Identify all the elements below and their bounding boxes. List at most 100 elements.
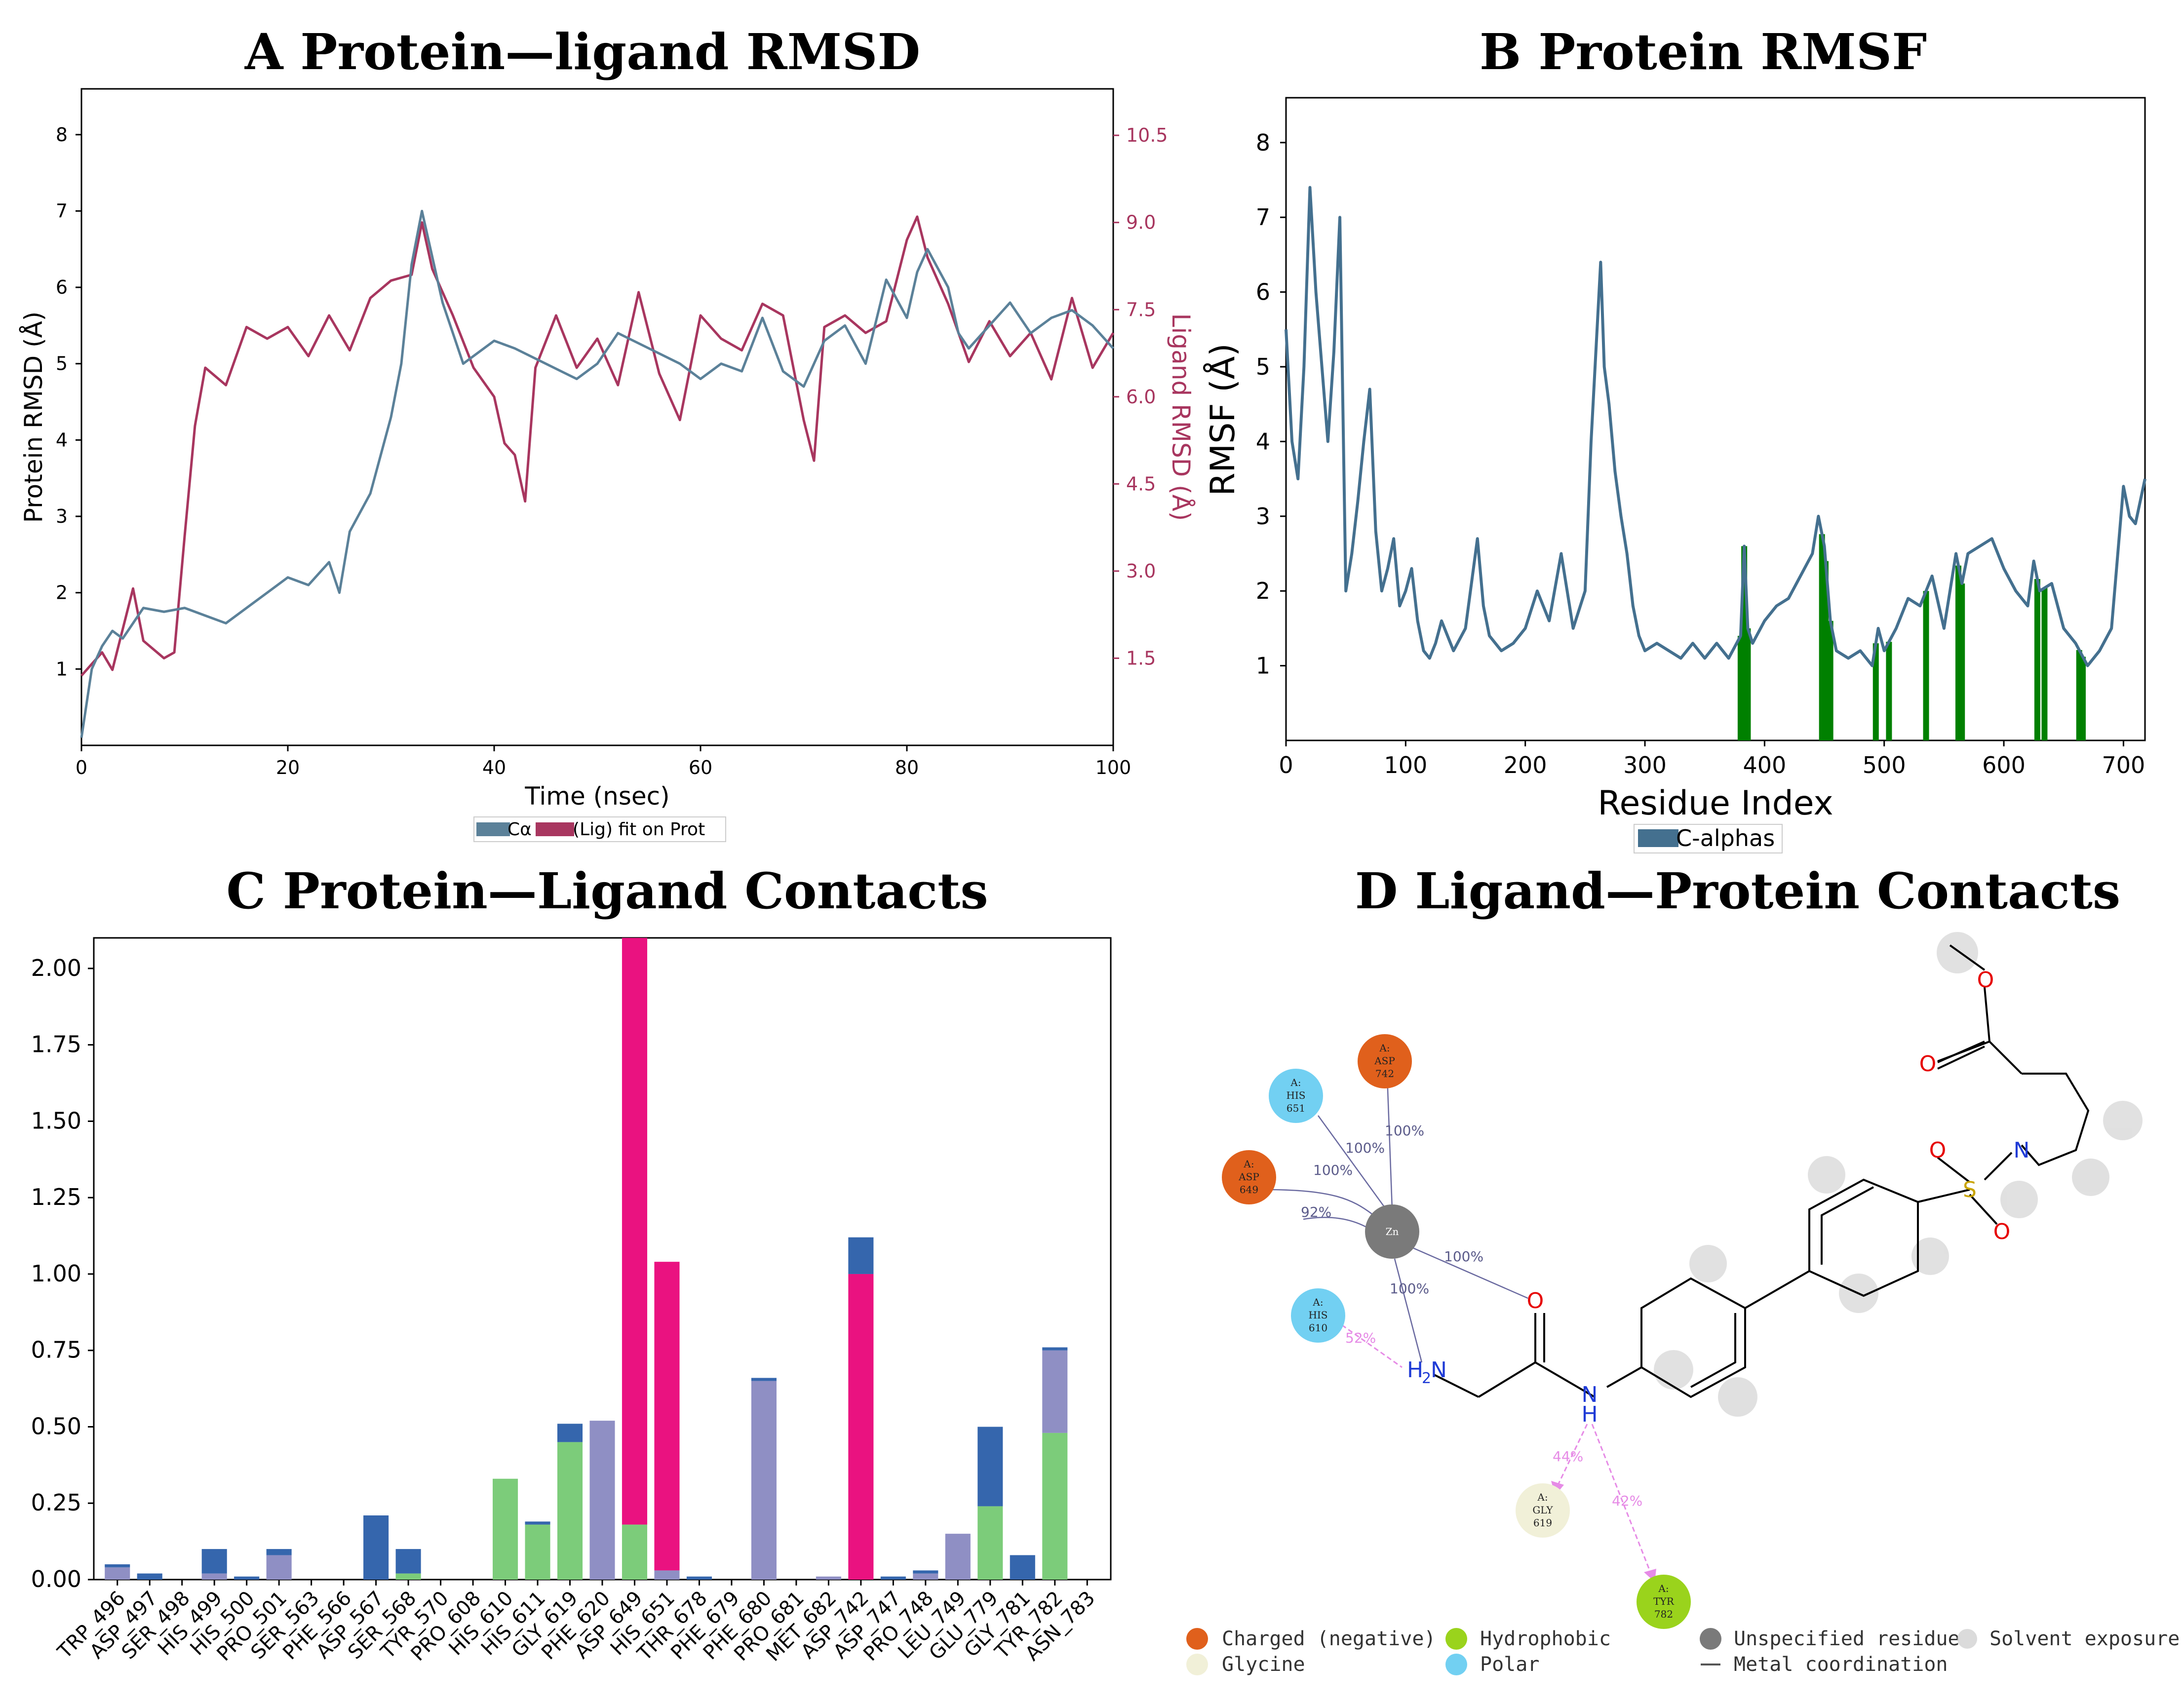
residue-number: 742: [1375, 1068, 1394, 1080]
bar-segment: [977, 1427, 1003, 1507]
panel-b-frame: [1285, 97, 2146, 741]
residue-sphere: [1222, 1150, 1276, 1204]
residue-sphere: [1291, 1288, 1345, 1343]
legend-metal-label: Metal coordination: [1734, 1653, 1948, 1676]
pct-his651: 100%: [1345, 1140, 1385, 1156]
residue-number: 651: [1287, 1102, 1305, 1114]
residue-name: HIS: [1308, 1309, 1327, 1321]
legend-glycine-swatch: [1186, 1654, 1208, 1675]
y-tick-label: 6: [56, 276, 68, 298]
y-tick-label: 5: [1256, 353, 1270, 380]
residue-number: 619: [1533, 1517, 1552, 1529]
rmsf-line: [1285, 186, 2146, 667]
panel-c-bars: [105, 938, 1068, 1580]
panel-b-legend: C-alphas: [1634, 824, 1783, 853]
bar-segment: [977, 1506, 1003, 1580]
bar-segment: [201, 1549, 227, 1574]
bar-segment: [848, 1274, 874, 1580]
residue-chain: A:: [1537, 1491, 1548, 1503]
bar-segment: [622, 938, 648, 1525]
zinc-label: Zn: [1386, 1226, 1399, 1238]
x-tick-label: 100: [1384, 752, 1427, 778]
y2-tick-label: 1.5: [1126, 647, 1156, 669]
residue-name: ASP: [1374, 1055, 1395, 1067]
x-tick-label: 60: [689, 757, 712, 778]
residue-sphere: [1269, 1069, 1323, 1123]
y2-tick-label: 3.0: [1126, 560, 1156, 582]
bar-segment: [1010, 1555, 1035, 1580]
panel-a-title: A Protein—ligand RMSD: [244, 23, 920, 81]
residue-chain: A:: [1312, 1296, 1323, 1308]
panel-a-left-ylabel: Protein RMSD (Å): [19, 311, 48, 523]
y-tick-label: 2: [1256, 578, 1270, 604]
atom-oxygen: O: [1993, 1219, 2011, 1244]
residue-chain: A:: [1379, 1042, 1390, 1054]
y-tick-label: 0.25: [31, 1489, 81, 1516]
atom-oxygen: O: [1929, 1138, 1947, 1163]
pct-carbonyl-o: 100%: [1444, 1248, 1483, 1265]
panel-a: A Protein—ligand RMSD 0 20 40 60 80 100 1 2 3 4 5…: [19, 23, 1195, 842]
residue-gly619: A: GLY 619: [1516, 1483, 1570, 1538]
residue-sphere: [1637, 1575, 1691, 1629]
x-tick-label: 300: [1623, 752, 1667, 778]
atom-oxygen: O: [1919, 1051, 1937, 1077]
legend-box: [473, 816, 726, 842]
protein-rmsd-line: [80, 209, 1114, 738]
y2-tick-label: 7.5: [1126, 299, 1156, 320]
y-tick-label: 0.00: [31, 1566, 81, 1592]
legend-calpha-swatch: [1638, 829, 1678, 847]
x-tick-label: 100: [1095, 757, 1131, 778]
pct-asp649: 100%: [1313, 1162, 1353, 1178]
x-tick-label: 500: [1863, 752, 1906, 778]
x-tick-label: 200: [1504, 752, 1547, 778]
ligand-skeleton: [1434, 944, 2090, 1398]
legend-lig-label: (Lig) fit on Prot: [573, 819, 705, 840]
y-tick-label: 8: [1256, 129, 1270, 156]
bar-segment: [622, 1524, 648, 1580]
panel-a-x-ticks: 0 20 40 60 80 100: [76, 745, 1131, 778]
y-tick-label: 1.00: [31, 1260, 81, 1287]
bar-segment: [105, 1567, 130, 1580]
legend-hydrophobic-label: Hydrophobic: [1480, 1627, 1611, 1650]
y-tick-label: 4: [56, 429, 68, 451]
solvent-exposure-halos: [1654, 932, 2143, 1417]
x-tick-label: 80: [895, 757, 919, 778]
x-tick-label: 0: [76, 757, 87, 778]
panel-b-x-ticks: 0 100 200 300 400 500 600 700: [1279, 740, 2145, 778]
panel-c: C Protein—Ligand Contacts 0.000.250.500.…: [31, 862, 1112, 1666]
residue-number: 782: [1654, 1608, 1673, 1620]
bar-segment: [686, 1576, 712, 1580]
bar-segment: [589, 1421, 615, 1580]
bar-segment: [1042, 1432, 1068, 1580]
residue-chain: A:: [1290, 1077, 1301, 1088]
y-tick-label: 2: [56, 582, 68, 604]
pct-44: 44%: [1553, 1448, 1583, 1465]
pct-42: 42%: [1612, 1493, 1642, 1509]
bar-segment: [234, 1576, 260, 1580]
x-tick-label: 0: [1279, 752, 1293, 778]
atom-sulfur: S: [1963, 1177, 1977, 1202]
panel-b: B Protein RMSF 0 100 200 300 400 500 600 700 1 2…: [1203, 23, 2146, 853]
y-tick-label: 7: [1256, 204, 1270, 231]
bar-segment: [395, 1549, 421, 1574]
bar-segment: [266, 1549, 292, 1555]
legend-ca-swatch: [476, 822, 510, 836]
y-tick-label: 5: [56, 353, 68, 375]
legend-ca-label: Cα: [507, 819, 532, 840]
residue-chain: A:: [1243, 1158, 1254, 1170]
legend-charged-swatch: [1186, 1628, 1208, 1650]
bar-segment: [816, 1576, 841, 1580]
atom-oxygen: O: [1527, 1288, 1544, 1314]
contact-bar: [1822, 561, 1829, 740]
panel-a-left-ticks: 1 2 3 4 5 6 7 8: [56, 124, 81, 680]
panel-c-title: C Protein—Ligand Contacts: [226, 862, 988, 920]
panel-a-legend: Cα (Lig) fit on Prot: [473, 816, 726, 842]
contact-bar: [2041, 588, 2048, 740]
y2-tick-label: 9.0: [1126, 212, 1156, 233]
panel-a-right-ticks: 1.5 3.0 4.5 6.0 7.5 9.0 10.5: [1113, 124, 1168, 669]
contact-bar: [2034, 579, 2040, 740]
bar-segment: [945, 1534, 971, 1580]
panel-b-xlabel: Residue Index: [1598, 784, 1833, 823]
atom-hydrogen: H: [1581, 1402, 1598, 1427]
